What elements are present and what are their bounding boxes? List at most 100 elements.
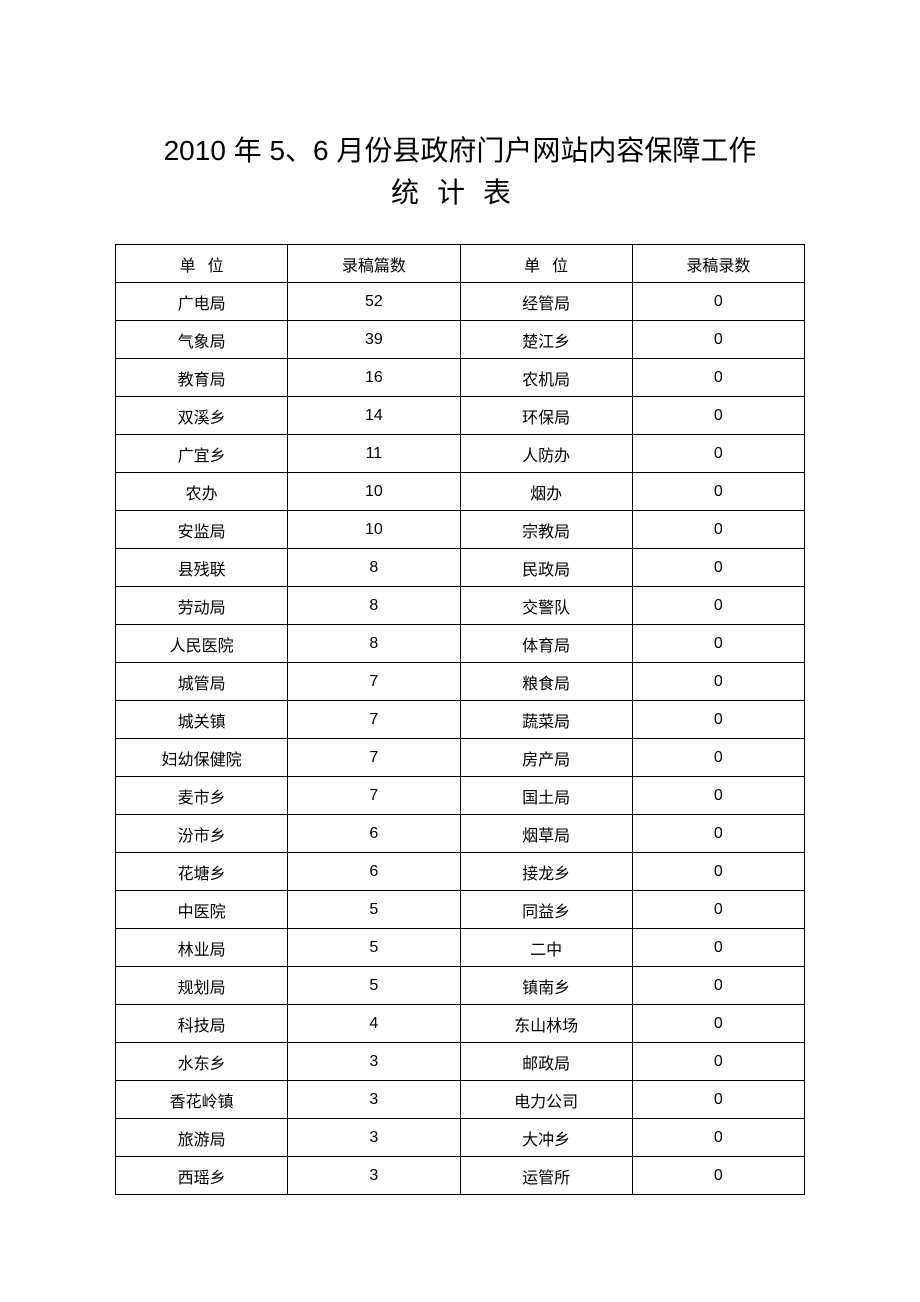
cell-count-right: 0: [632, 549, 804, 587]
cell-count-left: 5: [288, 967, 460, 1005]
table-row: 林业局5二中0: [116, 929, 805, 967]
cell-count-right: 0: [632, 1005, 804, 1043]
cell-unit-right: 蔬菜局: [460, 701, 632, 739]
cell-count-right: 0: [632, 625, 804, 663]
cell-unit-left: 广电局: [116, 283, 288, 321]
cell-unit-right: 国土局: [460, 777, 632, 815]
statistics-table: 单位 录稿篇数 单位 录稿录数 广电局52经管局0气象局39楚江乡0教育局16农…: [115, 244, 805, 1195]
cell-unit-left: 科技局: [116, 1005, 288, 1043]
cell-unit-right: 邮政局: [460, 1043, 632, 1081]
cell-count-left: 39: [288, 321, 460, 359]
cell-count-left: 3: [288, 1043, 460, 1081]
cell-count-right: 0: [632, 283, 804, 321]
cell-unit-right: 经管局: [460, 283, 632, 321]
cell-unit-left: 妇幼保健院: [116, 739, 288, 777]
cell-count-left: 7: [288, 777, 460, 815]
cell-unit-right: 烟草局: [460, 815, 632, 853]
cell-count-right: 0: [632, 891, 804, 929]
cell-count-right: 0: [632, 321, 804, 359]
cell-count-right: 0: [632, 1119, 804, 1157]
cell-unit-right: 电力公司: [460, 1081, 632, 1119]
cell-count-left: 10: [288, 473, 460, 511]
table-header-row: 单位 录稿篇数 单位 录稿录数: [116, 245, 805, 283]
table-row: 汾市乡6烟草局0: [116, 815, 805, 853]
cell-unit-left: 城关镇: [116, 701, 288, 739]
cell-unit-left: 香花岭镇: [116, 1081, 288, 1119]
cell-count-left: 5: [288, 929, 460, 967]
cell-unit-left: 县残联: [116, 549, 288, 587]
cell-count-right: 0: [632, 739, 804, 777]
cell-unit-right: 环保局: [460, 397, 632, 435]
cell-count-right: 0: [632, 473, 804, 511]
table-row: 双溪乡14环保局0: [116, 397, 805, 435]
table-body: 广电局52经管局0气象局39楚江乡0教育局16农机局0双溪乡14环保局0广宜乡1…: [116, 283, 805, 1195]
cell-unit-right: 楚江乡: [460, 321, 632, 359]
table-row: 规划局5镇南乡0: [116, 967, 805, 1005]
table-row: 科技局4东山林场0: [116, 1005, 805, 1043]
page-title-container: 2010 年 5、6 月份县政府门户网站内容保障工作 统计表: [115, 130, 805, 214]
cell-count-right: 0: [632, 1157, 804, 1195]
table-row: 气象局39楚江乡0: [116, 321, 805, 359]
cell-unit-right: 镇南乡: [460, 967, 632, 1005]
cell-count-left: 7: [288, 701, 460, 739]
title-line-2: 统计表: [115, 172, 805, 214]
cell-unit-right: 交警队: [460, 587, 632, 625]
cell-count-right: 0: [632, 663, 804, 701]
table-row: 广电局52经管局0: [116, 283, 805, 321]
cell-unit-right: 粮食局: [460, 663, 632, 701]
cell-count-left: 3: [288, 1081, 460, 1119]
cell-count-left: 6: [288, 815, 460, 853]
cell-unit-right: 宗教局: [460, 511, 632, 549]
cell-unit-left: 教育局: [116, 359, 288, 397]
cell-count-left: 6: [288, 853, 460, 891]
cell-count-left: 3: [288, 1157, 460, 1195]
cell-count-left: 7: [288, 739, 460, 777]
cell-unit-left: 西瑶乡: [116, 1157, 288, 1195]
cell-unit-left: 旅游局: [116, 1119, 288, 1157]
table-row: 西瑶乡3运管所0: [116, 1157, 805, 1195]
cell-count-left: 8: [288, 587, 460, 625]
cell-count-right: 0: [632, 587, 804, 625]
cell-unit-right: 农机局: [460, 359, 632, 397]
header-unit-2: 单位: [460, 245, 632, 283]
cell-count-left: 3: [288, 1119, 460, 1157]
header-unit-1: 单位: [116, 245, 288, 283]
cell-unit-left: 城管局: [116, 663, 288, 701]
cell-count-right: 0: [632, 777, 804, 815]
table-row: 麦市乡7国土局0: [116, 777, 805, 815]
table-row: 中医院5同益乡0: [116, 891, 805, 929]
cell-unit-left: 劳动局: [116, 587, 288, 625]
cell-count-right: 0: [632, 359, 804, 397]
cell-count-left: 16: [288, 359, 460, 397]
title-line-1: 2010 年 5、6 月份县政府门户网站内容保障工作: [115, 130, 805, 172]
cell-unit-left: 气象局: [116, 321, 288, 359]
cell-unit-left: 麦市乡: [116, 777, 288, 815]
cell-unit-right: 同益乡: [460, 891, 632, 929]
cell-count-right: 0: [632, 701, 804, 739]
cell-unit-right: 接龙乡: [460, 853, 632, 891]
cell-count-right: 0: [632, 929, 804, 967]
cell-unit-left: 花塘乡: [116, 853, 288, 891]
cell-unit-right: 烟办: [460, 473, 632, 511]
cell-count-right: 0: [632, 511, 804, 549]
cell-count-right: 0: [632, 1081, 804, 1119]
cell-count-right: 0: [632, 967, 804, 1005]
table-row: 妇幼保健院7房产局0: [116, 739, 805, 777]
cell-unit-left: 农办: [116, 473, 288, 511]
cell-unit-left: 中医院: [116, 891, 288, 929]
cell-count-right: 0: [632, 1043, 804, 1081]
cell-count-left: 5: [288, 891, 460, 929]
table-row: 人民医院8体育局0: [116, 625, 805, 663]
table-row: 农办10烟办0: [116, 473, 805, 511]
cell-unit-left: 安监局: [116, 511, 288, 549]
cell-count-left: 52: [288, 283, 460, 321]
table-row: 城关镇7蔬菜局0: [116, 701, 805, 739]
cell-count-left: 14: [288, 397, 460, 435]
cell-count-right: 0: [632, 435, 804, 473]
cell-unit-right: 人防办: [460, 435, 632, 473]
cell-count-left: 7: [288, 663, 460, 701]
cell-count-left: 8: [288, 625, 460, 663]
cell-unit-left: 双溪乡: [116, 397, 288, 435]
cell-unit-left: 人民医院: [116, 625, 288, 663]
table-row: 水东乡3邮政局0: [116, 1043, 805, 1081]
